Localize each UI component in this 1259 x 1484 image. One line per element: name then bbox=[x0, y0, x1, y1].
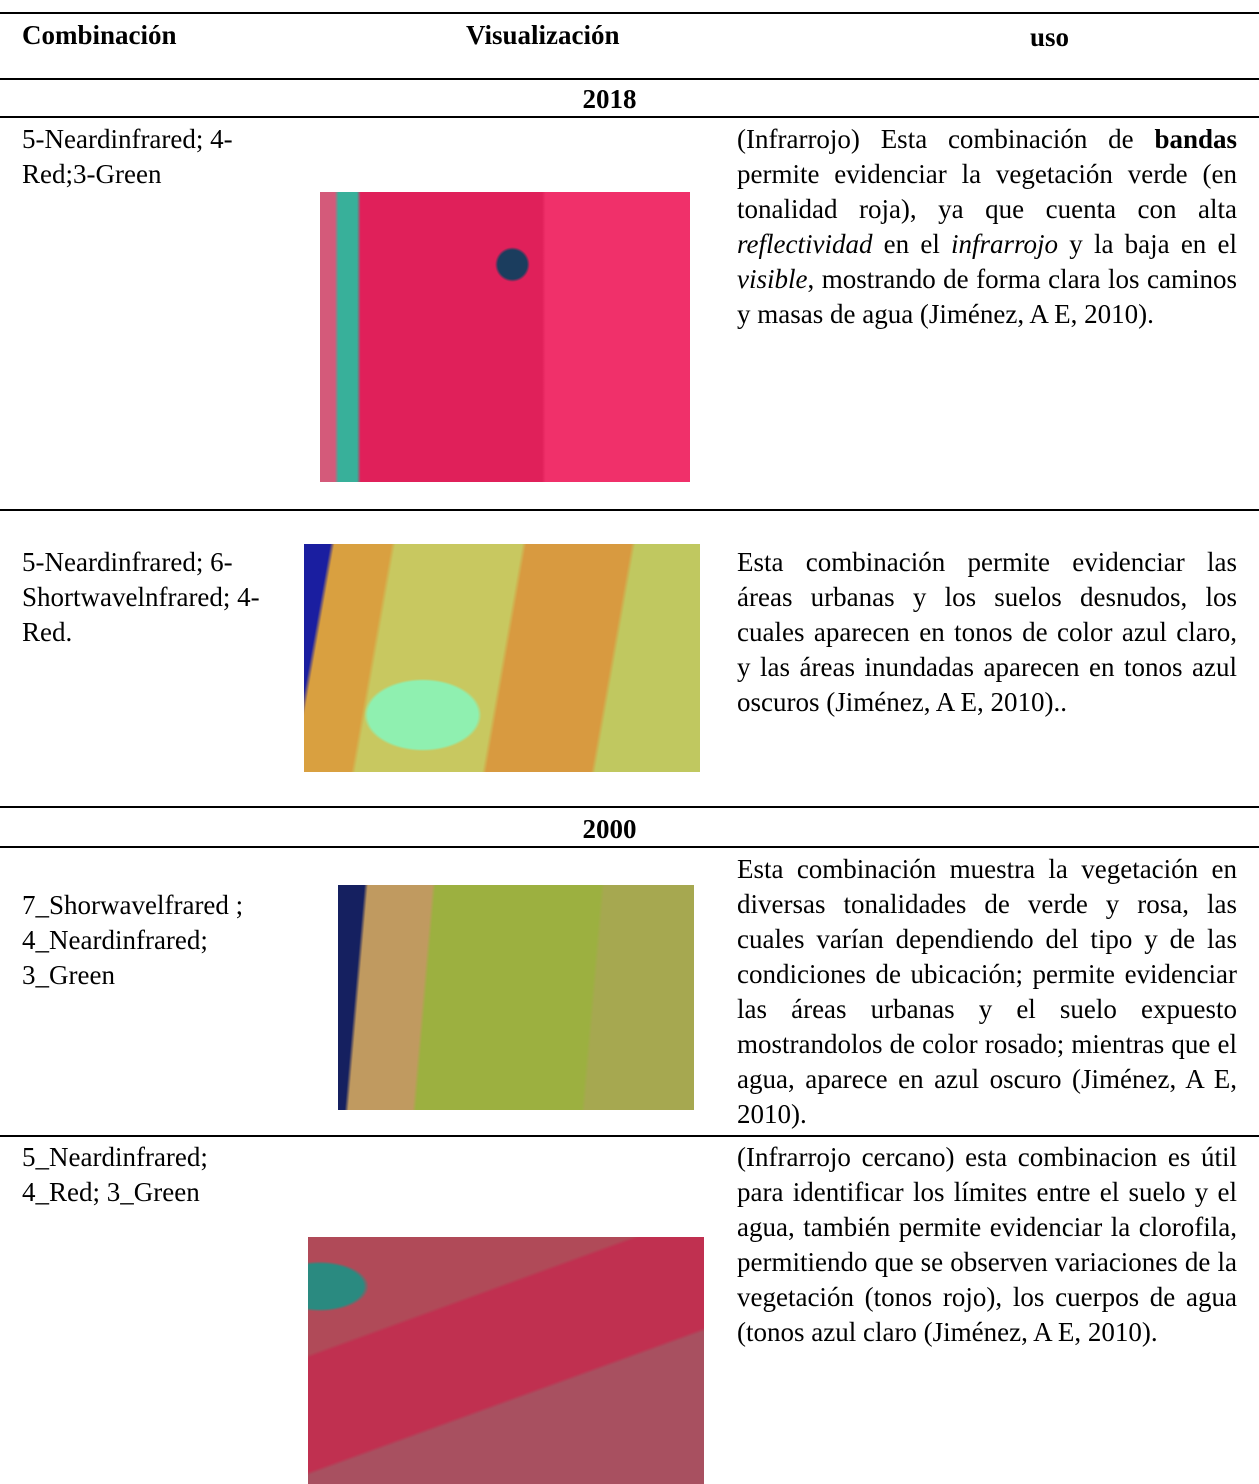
combination: 5_Neardinfrared; 4_Red; 3_Green bbox=[22, 1140, 280, 1210]
rule bbox=[0, 806, 1259, 808]
satellite-image bbox=[308, 1237, 704, 1484]
use-text: Esta combinación muestra la vegetación e… bbox=[737, 852, 1237, 1132]
satellite-image bbox=[320, 192, 690, 482]
combination: 5-Neardinfrared; 4-Red;3-Green bbox=[22, 122, 280, 192]
text-run: Esta combinación muestra la vegetación e… bbox=[737, 854, 1237, 1129]
text-run: Esta combinación permite evidenciar las … bbox=[737, 547, 1237, 717]
rule bbox=[0, 846, 1259, 848]
year-heading: 2000 bbox=[0, 812, 1239, 847]
text-run: , mostrando de forma clara los caminos y… bbox=[737, 264, 1237, 329]
use-text: (Infrarrojo cercano) esta combinacion es… bbox=[737, 1140, 1237, 1350]
page: Combinación Visualización uso 2018 5-Nea… bbox=[0, 0, 1259, 1484]
header-cell: Visualización bbox=[466, 18, 620, 53]
year-heading: 2018 bbox=[0, 82, 1239, 117]
text-run: reflectividad bbox=[737, 229, 872, 259]
text-run: permite evidenciar la vegetación verde (… bbox=[737, 159, 1237, 224]
text-run: visible bbox=[737, 264, 807, 294]
text-run: en el bbox=[872, 229, 951, 259]
rule bbox=[0, 1135, 1259, 1137]
text-run: y la baja en el bbox=[1058, 229, 1237, 259]
header-cell: uso bbox=[1030, 20, 1069, 55]
rule bbox=[0, 12, 1259, 14]
rule bbox=[0, 78, 1259, 80]
combination: 5-Neardinfrared; 6-Shortwavelnfrared; 4-… bbox=[22, 545, 280, 650]
satellite-image bbox=[304, 544, 700, 772]
text-run: (Infrarrojo) Esta combinación de bbox=[737, 124, 1154, 154]
rule bbox=[0, 509, 1259, 511]
rule bbox=[0, 116, 1259, 118]
satellite-image bbox=[338, 885, 694, 1110]
header-cell: Combinación bbox=[22, 18, 177, 53]
text-run: bandas bbox=[1154, 124, 1237, 154]
use-text: Esta combinación permite evidenciar las … bbox=[737, 545, 1237, 720]
combination: 7_Shorwavelfrared ; 4_Neardinfrared; 3_G… bbox=[22, 888, 280, 993]
text-run: (Infrarrojo cercano) esta combinacion es… bbox=[737, 1142, 1237, 1347]
use-text: (Infrarrojo) Esta combinación de bandas … bbox=[737, 122, 1237, 332]
text-run: infrarrojo bbox=[951, 229, 1058, 259]
